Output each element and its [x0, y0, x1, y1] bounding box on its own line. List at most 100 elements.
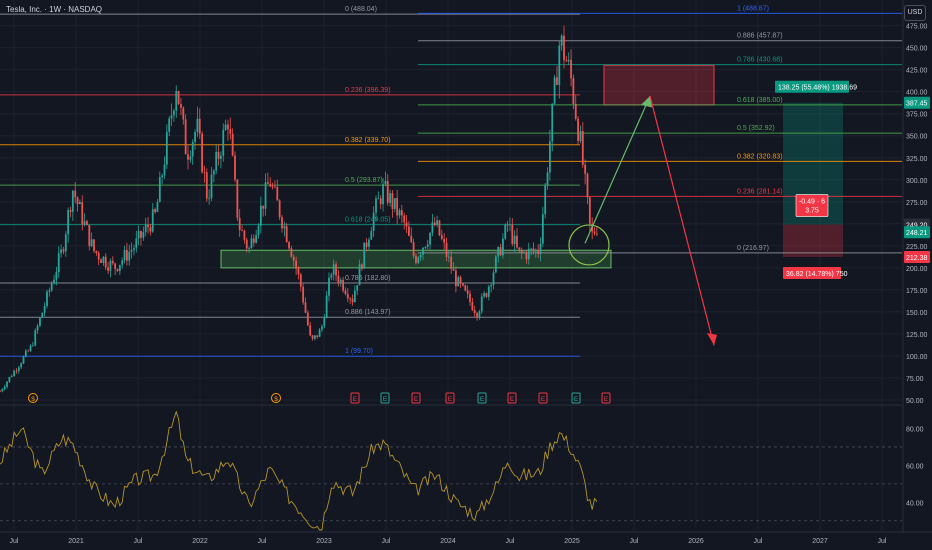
candle-body [36, 325, 39, 331]
candle-body [156, 202, 159, 212]
candle-body [248, 248, 250, 249]
candle-body [386, 180, 389, 203]
bear-arrow-head [707, 333, 717, 346]
position-target-text: 138.25 (55.48%) 1938.69 [778, 85, 857, 92]
candle-body [424, 246, 427, 248]
candle-body [234, 155, 236, 180]
price-tick-label: 200.00 [906, 266, 928, 273]
price-tick-label: 400.00 [906, 90, 928, 97]
candle-body [276, 186, 279, 201]
candle-body [267, 182, 269, 184]
time-tick-label: Jul [258, 538, 267, 545]
candle-body [433, 222, 436, 225]
candle-body [302, 286, 305, 303]
candle-body [431, 222, 434, 233]
candle-body [107, 267, 109, 271]
candle-body [588, 197, 591, 224]
candle-body [147, 224, 149, 228]
time-tick-label: 2026 [688, 538, 704, 545]
candle-body [332, 264, 335, 275]
candle-body [504, 224, 507, 239]
candle-body [339, 279, 342, 283]
time-tick-label: 2022 [192, 538, 208, 545]
candle-body [410, 235, 413, 243]
candle-body [393, 198, 396, 210]
price-badge-text: 249.20 [906, 223, 928, 230]
candle-body [46, 291, 48, 307]
price-badge [904, 226, 930, 239]
drawings-layer[interactable]: 138.25 (55.48%) 1938.69 36.82 (14.78%) 75… [568, 80, 857, 346]
candle-body [577, 118, 579, 142]
candle-body [544, 185, 547, 215]
earnings-marker [507, 392, 517, 404]
price-tick-label: 175.00 [906, 288, 928, 295]
candle-body [71, 190, 74, 212]
candle-body [196, 118, 199, 133]
candle-body [408, 226, 410, 236]
currency-button[interactable]: USD [904, 5, 926, 21]
earnings-marker [445, 392, 455, 404]
candlestick-series [0, 25, 598, 393]
fib-right-label: 1 (488.87) [737, 5, 769, 12]
candle-body [170, 115, 173, 119]
rsi-line [0, 410, 598, 531]
candle-body [81, 202, 84, 225]
candle-body [299, 274, 302, 287]
position-stop-badge [783, 266, 841, 279]
earnings-marker [380, 392, 390, 404]
earnings-symbol: E [414, 396, 419, 403]
symbol-header[interactable]: Tesla, Inc. · 1W · NASDAQ [6, 5, 103, 14]
candle-body [361, 264, 363, 269]
candle-body [574, 103, 577, 119]
candle-body [471, 301, 474, 311]
earnings-symbol: E [383, 396, 388, 403]
candle-body [60, 249, 62, 254]
candle-body [118, 264, 121, 271]
candle-body [29, 345, 32, 351]
candle-body [321, 326, 323, 330]
candle-body [180, 104, 182, 108]
candle-body [363, 242, 366, 269]
price-tick-label: 375.00 [906, 112, 928, 119]
candle-body [8, 376, 11, 382]
time-tick-label: Jul [506, 538, 515, 545]
candle-body [513, 235, 516, 245]
candle-body [83, 221, 86, 225]
candle-body [506, 224, 509, 226]
earnings-markers[interactable]: $ $ E E E E E E E E E [28, 392, 611, 404]
dividend-marker [271, 393, 281, 403]
candle-body [86, 221, 88, 226]
candle-body [396, 198, 399, 216]
candle-body [459, 277, 462, 284]
candle-body [191, 142, 194, 157]
candle-body [215, 151, 218, 171]
candle-body [205, 172, 208, 199]
bull-arrow-line [584, 95, 651, 244]
fib-right-label: 0 (216.97) [737, 245, 769, 252]
candle-body [271, 186, 274, 188]
candle-body [443, 238, 446, 243]
price-tick-label: 225.00 [906, 244, 928, 251]
candle-body [377, 198, 380, 200]
candle-body [546, 172, 549, 186]
candle-body [478, 311, 481, 318]
candle-body [346, 293, 349, 299]
candle-body [194, 132, 196, 143]
candle-body [356, 285, 359, 291]
candle-body [140, 231, 142, 238]
candle-body [6, 381, 8, 387]
candle-body [17, 367, 20, 371]
candle-body [128, 251, 131, 261]
time-tick-label: 2021 [68, 538, 84, 545]
candle-body [274, 186, 276, 188]
candle-body [158, 177, 161, 203]
time-tick-label: Jul [754, 538, 763, 545]
candle-body [3, 386, 6, 390]
fibonacci-levels[interactable]: 0 (488.04) 0.236 (396.39) 0.382 (339.70) 0.… [0, 5, 902, 357]
candle-body [438, 220, 441, 236]
candle-body [222, 129, 225, 156]
candle-body [259, 205, 262, 226]
candle-body [111, 260, 114, 264]
dividend-symbol: $ [274, 396, 278, 403]
